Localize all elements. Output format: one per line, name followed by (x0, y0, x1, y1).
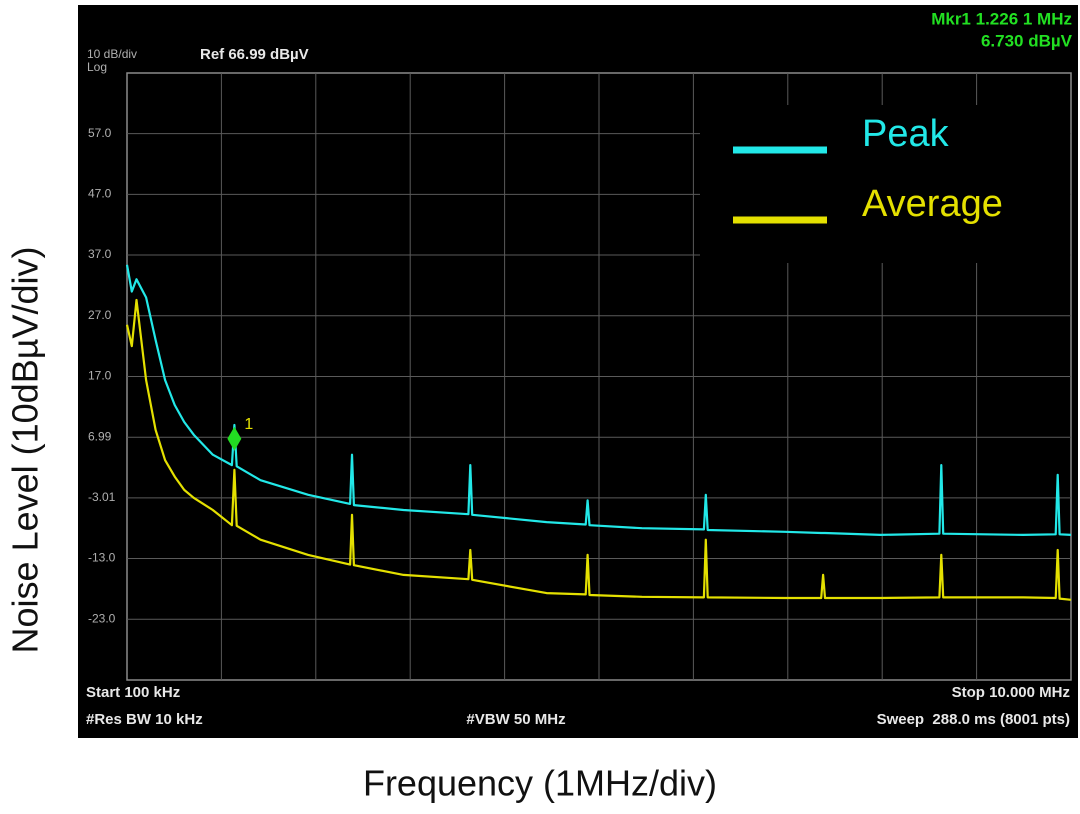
marker-amplitude: 6.730 dBµV (981, 31, 1073, 50)
y-tick-label: 6.99 (88, 429, 112, 443)
y-tick-label: 47.0 (88, 187, 112, 201)
video-bandwidth: #VBW 50 MHz (466, 711, 565, 728)
y-tick-label: -3.01 (88, 490, 116, 504)
y-tick-label: -23.0 (88, 611, 116, 625)
trace-line (125, 298, 1072, 601)
scale-type: Log (87, 60, 107, 74)
resolution-bandwidth: #Res BW 10 kHz (86, 711, 203, 728)
y-axis-title: Noise Level (10dBµV/div) (5, 247, 46, 654)
trace-line (125, 264, 1072, 536)
stop-frequency: Stop 10.000 MHz (952, 684, 1070, 701)
reference-level: Ref 66.99 dBµV (200, 46, 309, 63)
marker-diamond (227, 426, 242, 451)
x-axis-title: Frequency (1MHz/div) (363, 763, 717, 804)
sweep-time: Sweep 288.0 ms (8001 pts) (877, 711, 1070, 728)
marker-frequency: Mkr1 1.226 1 MHz (931, 9, 1072, 28)
scale-label: 10 dB/div (87, 47, 137, 61)
legend-label: Peak (862, 113, 950, 155)
y-tick-label: 17.0 (88, 369, 112, 383)
y-tick-label: 57.0 (88, 126, 112, 140)
y-tick-label: -13.0 (88, 551, 116, 565)
y-tick-label: 37.0 (88, 247, 112, 261)
legend-label: Average (862, 183, 1003, 225)
y-tick-label: 27.0 (88, 308, 112, 322)
marker-label: 1 (244, 416, 253, 433)
start-frequency: Start 100 kHz (86, 684, 180, 701)
legend-box (700, 105, 1070, 263)
